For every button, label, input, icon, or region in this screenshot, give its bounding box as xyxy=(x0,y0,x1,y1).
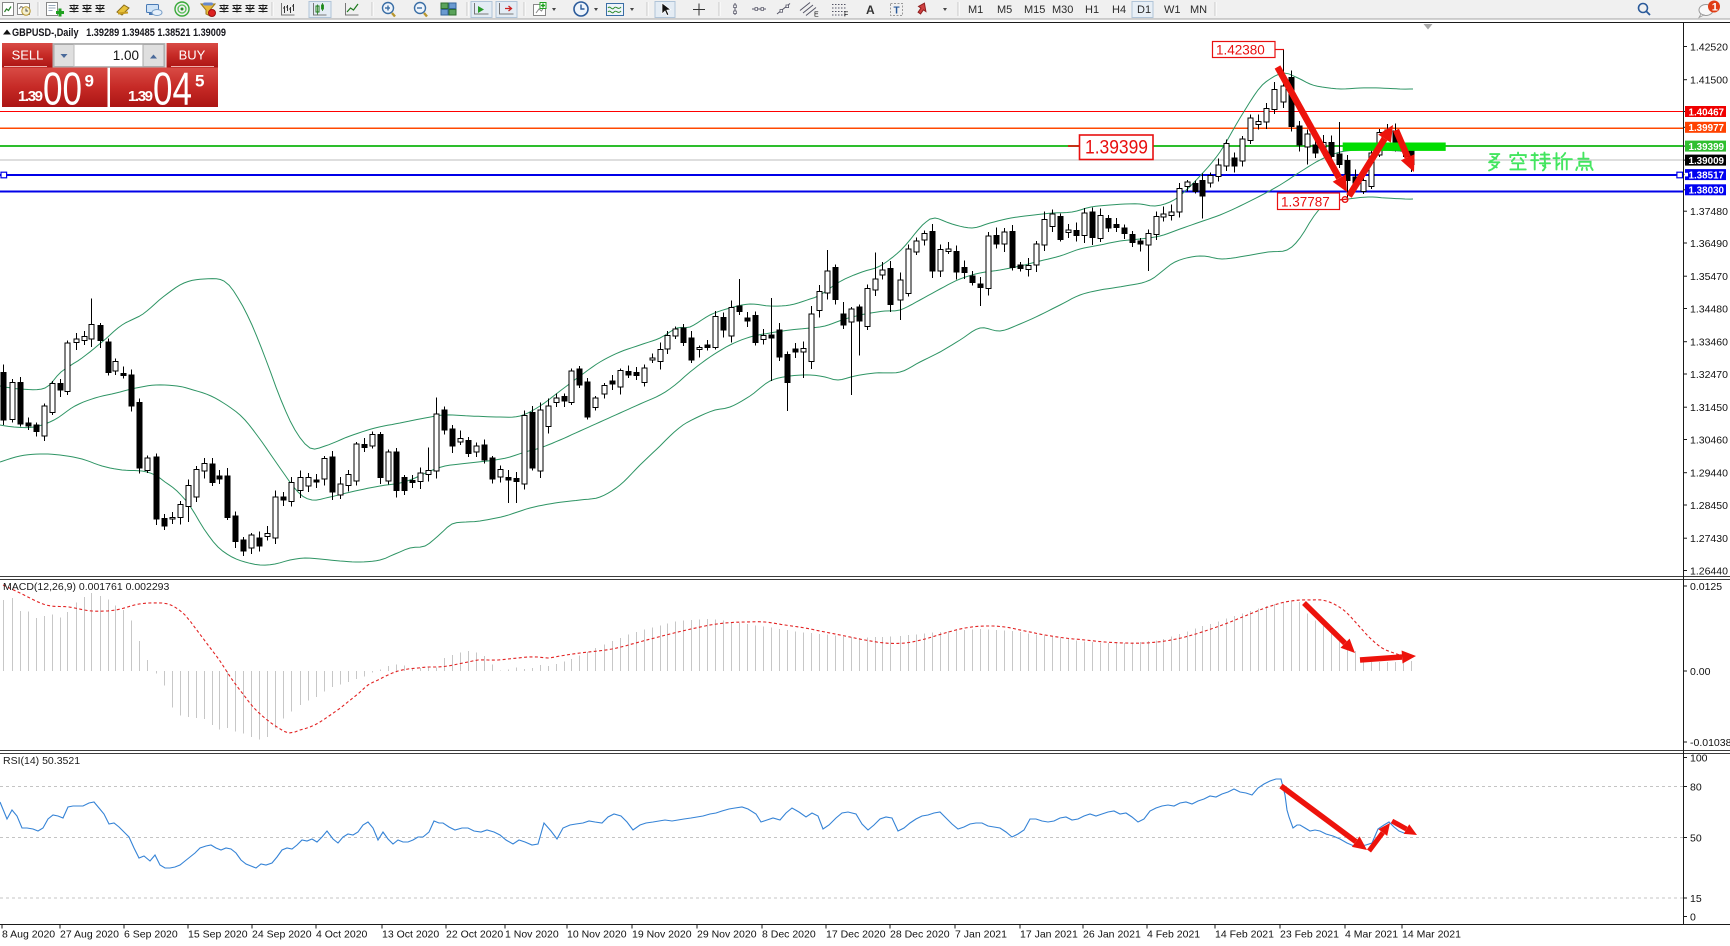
svg-text:4 Feb 2021: 4 Feb 2021 xyxy=(1147,929,1200,941)
svg-text:1.30460: 1.30460 xyxy=(1690,434,1728,446)
svg-text:1.36490: 1.36490 xyxy=(1690,238,1728,250)
svg-text:1.41500: 1.41500 xyxy=(1690,75,1728,87)
svg-text:17 Jan 2021: 17 Jan 2021 xyxy=(1020,929,1078,941)
svg-text:1.39: 1.39 xyxy=(128,88,153,105)
svg-text:8 Dec 2020: 8 Dec 2020 xyxy=(762,929,816,941)
svg-text:1.39: 1.39 xyxy=(18,88,43,105)
svg-text:1.27430: 1.27430 xyxy=(1690,533,1728,545)
svg-text:M15: M15 xyxy=(1024,4,1045,16)
svg-text:14 Mar 2021: 14 Mar 2021 xyxy=(1402,929,1461,941)
svg-text:19 Nov 2020: 19 Nov 2020 xyxy=(632,929,692,941)
svg-text:50: 50 xyxy=(1690,832,1702,844)
svg-text:BUY: BUY xyxy=(179,48,206,63)
svg-text:29 Nov 2020: 29 Nov 2020 xyxy=(697,929,757,941)
svg-text:15 Sep 2020: 15 Sep 2020 xyxy=(188,929,248,941)
svg-text:13 Oct 2020: 13 Oct 2020 xyxy=(382,929,439,941)
svg-text:0.00: 0.00 xyxy=(1690,666,1711,678)
svg-text:1.37787: 1.37787 xyxy=(1281,195,1330,210)
svg-text:GBPUSD-,Daily 1.39289 1.3948: GBPUSD-,Daily 1.39289 1.39485 1.38521 1.… xyxy=(12,27,226,39)
svg-text:1.38517: 1.38517 xyxy=(1689,169,1725,181)
svg-text:D1: D1 xyxy=(1137,4,1151,16)
svg-text:1.40467: 1.40467 xyxy=(1689,106,1725,118)
svg-text:-0.01038: -0.01038 xyxy=(1690,737,1730,749)
svg-text:1.32470: 1.32470 xyxy=(1690,369,1728,381)
svg-text:4 Mar 2021: 4 Mar 2021 xyxy=(1345,929,1398,941)
svg-text:4 Oct 2020: 4 Oct 2020 xyxy=(316,929,368,941)
svg-text:6 Sep 2020: 6 Sep 2020 xyxy=(124,929,178,941)
svg-text:W1: W1 xyxy=(1164,4,1181,16)
svg-text:1.28450: 1.28450 xyxy=(1690,500,1728,512)
svg-text:A: A xyxy=(866,3,875,17)
svg-text:24 Sep 2020: 24 Sep 2020 xyxy=(252,929,312,941)
svg-text:5: 5 xyxy=(195,72,204,91)
svg-text:7 Jan 2021: 7 Jan 2021 xyxy=(955,929,1007,941)
svg-text:23 Feb 2021: 23 Feb 2021 xyxy=(1280,929,1339,941)
svg-text:1.42380: 1.42380 xyxy=(1216,43,1265,58)
svg-text:1 Nov 2020: 1 Nov 2020 xyxy=(505,929,559,941)
svg-text:1.00: 1.00 xyxy=(113,48,139,63)
svg-text:1.29440: 1.29440 xyxy=(1690,468,1728,480)
svg-text:00: 00 xyxy=(43,63,82,115)
svg-text:1.39009: 1.39009 xyxy=(1689,155,1725,167)
svg-text:1.26440: 1.26440 xyxy=(1690,565,1728,577)
svg-text:80: 80 xyxy=(1690,781,1702,793)
svg-text:100: 100 xyxy=(1690,752,1708,764)
svg-text:0: 0 xyxy=(1690,911,1696,923)
svg-text:22 Oct 2020: 22 Oct 2020 xyxy=(446,929,503,941)
svg-text:04: 04 xyxy=(153,63,192,115)
svg-text:MN: MN xyxy=(1190,4,1207,16)
svg-text:SELL: SELL xyxy=(12,48,44,63)
svg-text:15: 15 xyxy=(1690,893,1702,905)
svg-text:14 Feb 2021: 14 Feb 2021 xyxy=(1215,929,1274,941)
svg-text:8 Aug 2020: 8 Aug 2020 xyxy=(2,929,55,941)
svg-text:1.42520: 1.42520 xyxy=(1690,41,1728,53)
svg-text:H1: H1 xyxy=(1085,4,1099,16)
svg-text:M5: M5 xyxy=(997,4,1012,16)
svg-text:9: 9 xyxy=(85,72,94,91)
svg-text:M30: M30 xyxy=(1052,4,1073,16)
svg-text:T: T xyxy=(894,6,900,17)
svg-text:1.34480: 1.34480 xyxy=(1690,303,1728,315)
svg-text:1.39399: 1.39399 xyxy=(1085,137,1148,159)
svg-text:1: 1 xyxy=(1712,2,1718,14)
svg-text:1.38030: 1.38030 xyxy=(1689,185,1725,197)
svg-text:27 Aug 2020: 27 Aug 2020 xyxy=(60,929,119,941)
svg-text:1.35470: 1.35470 xyxy=(1690,271,1728,283)
svg-text:26 Jan 2021: 26 Jan 2021 xyxy=(1083,929,1141,941)
svg-text:H4: H4 xyxy=(1112,4,1126,16)
svg-text:1.39977: 1.39977 xyxy=(1689,122,1725,134)
svg-text:1.33460: 1.33460 xyxy=(1690,337,1728,349)
svg-text:17 Dec 2020: 17 Dec 2020 xyxy=(826,929,886,941)
svg-text:MACD(12,26,9) 0.001761 0.00229: MACD(12,26,9) 0.001761 0.002293 xyxy=(3,581,170,593)
svg-text:28 Dec 2020: 28 Dec 2020 xyxy=(890,929,950,941)
svg-text:1.31450: 1.31450 xyxy=(1690,402,1728,414)
svg-text:F: F xyxy=(844,12,848,19)
svg-text:M1: M1 xyxy=(968,4,983,16)
svg-text:0.0125: 0.0125 xyxy=(1690,581,1722,593)
svg-text:10 Nov 2020: 10 Nov 2020 xyxy=(567,929,627,941)
svg-text:1.37480: 1.37480 xyxy=(1690,206,1728,218)
svg-text:RSI(14) 50.3521: RSI(14) 50.3521 xyxy=(3,755,80,767)
svg-text:E: E xyxy=(814,12,819,19)
svg-text:1.39399: 1.39399 xyxy=(1689,141,1725,153)
